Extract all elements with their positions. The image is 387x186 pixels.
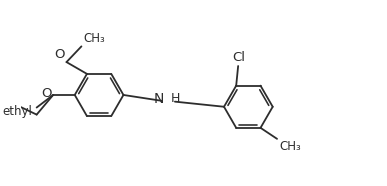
Text: N: N: [154, 92, 164, 106]
Text: ethyl: ethyl: [3, 105, 33, 118]
Text: Cl: Cl: [233, 51, 245, 64]
Text: CH₃: CH₃: [279, 140, 301, 153]
Text: CH₃: CH₃: [83, 32, 105, 45]
Text: O: O: [41, 87, 51, 100]
Text: H: H: [171, 92, 180, 105]
Text: O: O: [54, 47, 65, 60]
